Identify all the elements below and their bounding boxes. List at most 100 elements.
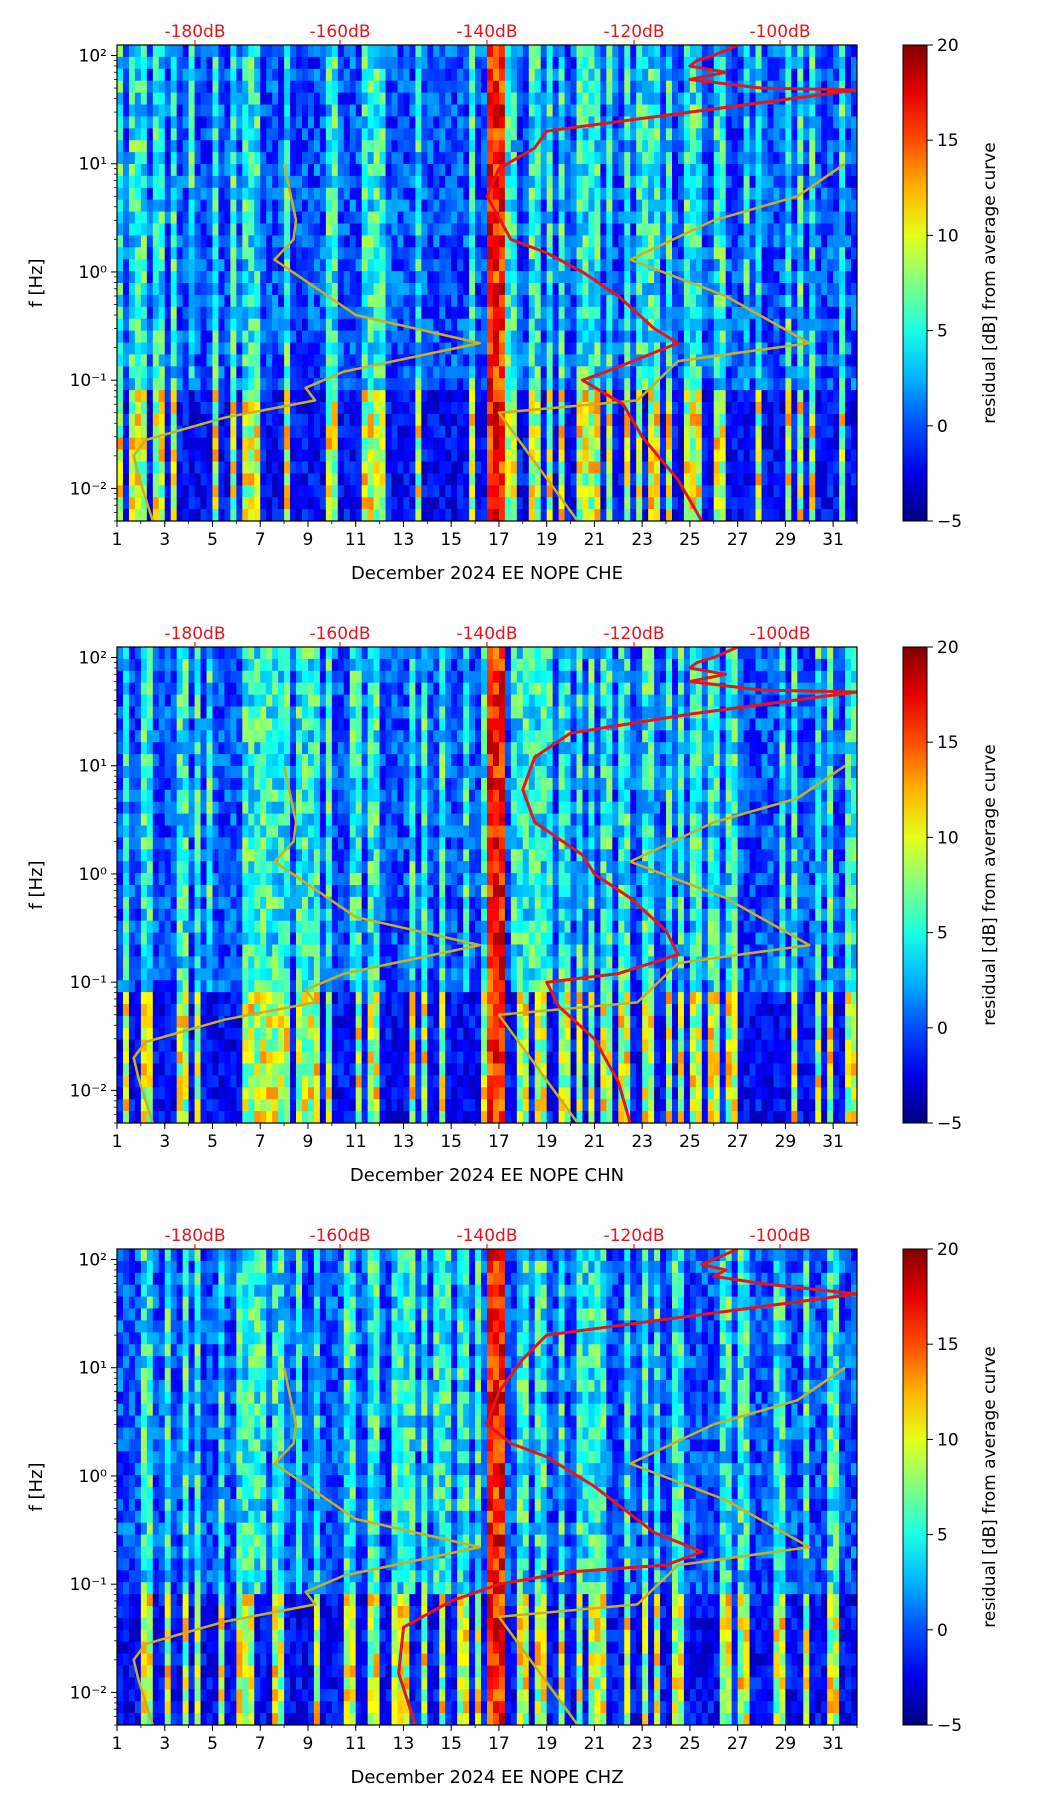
db-tick-label: -160dB: [309, 22, 370, 42]
db-tick-label: -100dB: [749, 1226, 810, 1246]
db-tick-label: -100dB: [749, 22, 810, 42]
x-tick-label: 3: [159, 1132, 170, 1152]
x-tick-label: 11: [345, 530, 367, 550]
x-tick-label: 1: [112, 1734, 123, 1754]
x-tick-label: 19: [536, 530, 558, 550]
colorbar: [903, 647, 927, 1123]
colorbar-tick-label: −5: [937, 512, 962, 532]
db-tick-label: -180dB: [164, 22, 225, 42]
colorbar-tick-label: 15: [937, 733, 959, 753]
y-tick-label: 10²: [79, 648, 107, 668]
x-tick-label: 27: [727, 1734, 749, 1754]
x-tick-label: 31: [822, 1132, 844, 1152]
x-tick-label: 7: [255, 530, 266, 550]
db-tick-label: -120dB: [603, 1226, 664, 1246]
colorbar-tick-label: 10: [937, 226, 959, 246]
x-tick-label: 19: [536, 1734, 558, 1754]
x-tick-label: 9: [303, 1734, 314, 1754]
colorbar-tick-label: 5: [937, 924, 948, 944]
colorbar-label: residual [dB] from average curve: [980, 744, 1000, 1025]
colorbar-tick-label: −5: [937, 1716, 962, 1736]
x-tick-label: 21: [584, 530, 606, 550]
colorbar-tick-label: 20: [937, 1240, 959, 1260]
x-axis-label: December 2024 EE NOPE CHN: [350, 1165, 624, 1186]
db-tick-label: -180dB: [164, 1226, 225, 1246]
x-tick-label: 25: [679, 1132, 701, 1152]
colorbar: [903, 45, 927, 521]
x-tick-label: 13: [393, 1734, 415, 1754]
x-tick-label: 17: [488, 530, 510, 550]
x-tick-label: 31: [822, 1734, 844, 1754]
x-tick-label: 27: [727, 1132, 749, 1152]
colorbar-label: residual [dB] from average curve: [980, 142, 1000, 423]
db-tick-label: -120dB: [603, 22, 664, 42]
x-tick-label: 3: [159, 530, 170, 550]
x-tick-label: 11: [345, 1734, 367, 1754]
y-tick-label: 10⁻²: [70, 1683, 107, 1703]
y-tick-label: 10²: [79, 46, 107, 66]
x-tick-label: 13: [393, 1132, 415, 1152]
x-tick-label: 13: [393, 530, 415, 550]
db-tick-label: -160dB: [309, 1226, 370, 1246]
x-axis-label: December 2024 EE NOPE CHZ: [350, 1767, 623, 1788]
db-tick-label: -160dB: [309, 624, 370, 644]
y-tick-label: 10⁰: [79, 263, 108, 283]
x-tick-label: 23: [631, 1132, 653, 1152]
x-tick-label: 3: [159, 1734, 170, 1754]
x-tick-label: 21: [584, 1132, 606, 1152]
colorbar-tick-label: 0: [937, 1621, 948, 1641]
y-axis-label: f [Hz]: [26, 1462, 47, 1511]
x-tick-label: 7: [255, 1132, 266, 1152]
colorbar-tick-label: 5: [937, 322, 948, 342]
x-tick-label: 5: [207, 1734, 218, 1754]
y-tick-label: 10⁻¹: [70, 1575, 107, 1595]
x-tick-label: 25: [679, 1734, 701, 1754]
db-tick-label: -140dB: [456, 22, 517, 42]
y-tick-label: 10¹: [79, 155, 107, 175]
y-tick-label: 10⁻²: [70, 1081, 107, 1101]
db-tick-label: -180dB: [164, 624, 225, 644]
x-tick-label: 15: [440, 530, 462, 550]
db-tick-label: -120dB: [603, 624, 664, 644]
db-tick-label: -140dB: [456, 624, 517, 644]
colorbar-tick-label: 5: [937, 1526, 948, 1546]
y-axis-label: f [Hz]: [26, 258, 47, 307]
x-tick-label: 17: [488, 1132, 510, 1152]
y-tick-label: 10¹: [79, 757, 107, 777]
x-tick-label: 23: [631, 530, 653, 550]
x-tick-label: 9: [303, 530, 314, 550]
y-tick-label: 10²: [79, 1250, 107, 1270]
y-tick-label: 10⁰: [79, 865, 108, 885]
x-tick-label: 29: [775, 1132, 797, 1152]
x-tick-label: 9: [303, 1132, 314, 1152]
x-axis-label: December 2024 EE NOPE CHE: [351, 563, 623, 584]
x-tick-label: 27: [727, 530, 749, 550]
db-tick-label: -140dB: [456, 1226, 517, 1246]
x-tick-label: 1: [112, 530, 123, 550]
y-tick-label: 10⁻¹: [70, 973, 107, 993]
x-tick-label: 29: [775, 1734, 797, 1754]
colorbar-tick-label: 15: [937, 131, 959, 151]
db-tick-label: -100dB: [749, 624, 810, 644]
x-tick-label: 15: [440, 1734, 462, 1754]
y-tick-label: 10⁰: [79, 1467, 108, 1487]
colorbar-tick-label: 15: [937, 1335, 959, 1355]
x-tick-label: 11: [345, 1132, 367, 1152]
spectrogram-image: [117, 647, 858, 1124]
y-tick-label: 10⁻¹: [70, 371, 107, 391]
colorbar-tick-label: 0: [937, 417, 948, 437]
y-axis-label: f [Hz]: [26, 860, 47, 909]
colorbar-tick-label: −5: [937, 1114, 962, 1134]
colorbar: [903, 1249, 927, 1725]
colorbar-tick-label: 0: [937, 1019, 948, 1039]
y-tick-label: 10¹: [79, 1359, 107, 1379]
x-tick-label: 31: [822, 530, 844, 550]
x-tick-label: 29: [775, 530, 797, 550]
x-tick-label: 5: [207, 530, 218, 550]
spectrogram-image: [117, 45, 858, 522]
x-tick-label: 15: [440, 1132, 462, 1152]
x-tick-label: 5: [207, 1132, 218, 1152]
x-tick-label: 23: [631, 1734, 653, 1754]
